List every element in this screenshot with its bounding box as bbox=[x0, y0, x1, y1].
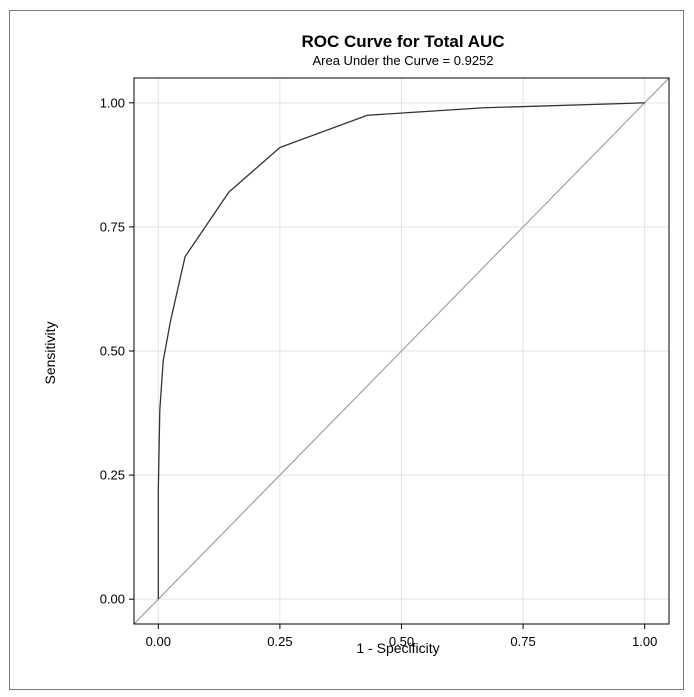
y-tick-label: 1.00 bbox=[100, 95, 125, 110]
y-tick-label: 0.75 bbox=[100, 219, 125, 234]
axes: 0.00 0.25 0.50 0.75 1.00 0.00 0.25 0.50 0.75 1.00 bbox=[100, 95, 658, 649]
chart-frame: ROC Curve for Total AUC Area Under the C… bbox=[9, 10, 684, 690]
series-layer bbox=[134, 78, 669, 624]
x-tick-label: 0.25 bbox=[267, 634, 292, 649]
diagonal-reference-line bbox=[134, 78, 669, 624]
y-tick-label: 0.25 bbox=[100, 468, 125, 483]
y-axis-title: Sensitivity bbox=[42, 321, 58, 384]
x-tick-label: 0.75 bbox=[510, 634, 535, 649]
x-axis-title: 1 - Specificity bbox=[356, 640, 439, 656]
y-tick-label: 0.00 bbox=[100, 592, 125, 607]
y-tick-label: 0.50 bbox=[100, 344, 125, 359]
x-tick-label: 0.00 bbox=[146, 634, 171, 649]
chart-subtitle: Area Under the Curve = 0.9252 bbox=[312, 53, 493, 68]
grid bbox=[134, 78, 669, 624]
x-tick-label: 1.00 bbox=[632, 634, 657, 649]
roc-chart: ROC Curve for Total AUC Area Under the C… bbox=[42, 32, 670, 656]
roc-curve-line bbox=[157, 102, 645, 600]
chart-title: ROC Curve for Total AUC bbox=[301, 32, 504, 51]
x-tick-label: 0.50 bbox=[389, 634, 414, 649]
